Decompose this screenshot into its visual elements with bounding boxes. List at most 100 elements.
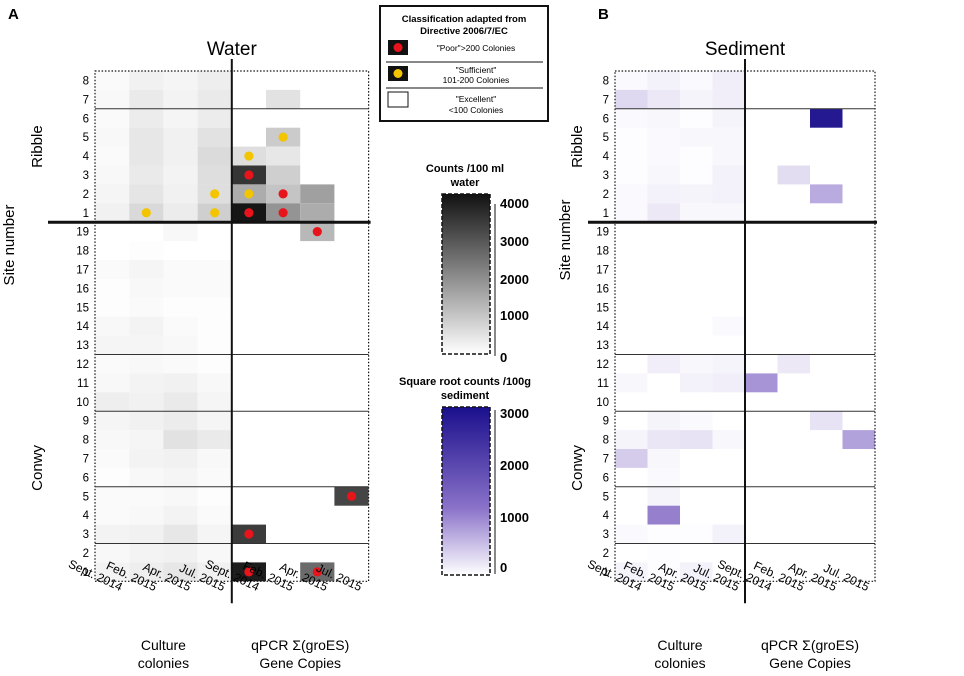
heatmap-cell (197, 71, 232, 90)
classification-marker-sufficient (141, 208, 151, 218)
heatmap-cell (615, 524, 648, 544)
heatmap-cell (680, 562, 713, 582)
site-tick-label: 18 (596, 246, 609, 258)
heatmap-cell (647, 354, 680, 374)
heatmap-cell (197, 278, 232, 298)
classification-marker-poor (346, 491, 357, 501)
heatmap-cell (95, 203, 130, 223)
site-tick-label: 5 (83, 132, 89, 144)
legend-excellent-label: "Excellent" (456, 94, 497, 104)
heatmap-cell (197, 543, 232, 563)
heatmap-cell (95, 430, 130, 449)
heatmap-cell (163, 449, 198, 468)
site-tick-label: 6 (83, 472, 89, 484)
heatmap-cell (615, 449, 648, 468)
heatmap-cell (129, 127, 164, 147)
heatmap-cell (129, 449, 164, 468)
heatmap-cell (129, 486, 164, 506)
heatmap-cell (810, 411, 843, 431)
legend-excellent-range: <100 Colonies (449, 105, 504, 115)
classification-marker-sufficient (244, 189, 254, 199)
heatmap-cell (163, 373, 198, 393)
heatmap-cell (197, 297, 232, 317)
heatmap-cell (266, 165, 301, 185)
heatmap-cell (680, 127, 713, 147)
site-tick-label: 6 (603, 113, 609, 125)
heatmap-cell (129, 354, 164, 374)
site-tick-label: 7 (83, 94, 89, 106)
heatmap-cell (163, 467, 198, 487)
heatmap-cell (95, 486, 130, 506)
site-tick-label: 8 (603, 435, 609, 447)
heatmap-cell (647, 203, 680, 223)
site-tick-label: 13 (76, 340, 89, 352)
heatmap-cell (163, 203, 198, 223)
heatmap-cell (680, 108, 713, 128)
heatmap-cell (615, 89, 648, 109)
site-tick-label: 5 (83, 491, 89, 503)
heatmap-cell (712, 146, 745, 166)
sediment-colorbar: Square root counts /100g sediment 3000 2… (399, 376, 531, 576)
heatmap-cell (129, 430, 164, 449)
y-axis-label: Site number (1, 205, 18, 286)
heatmap-cell (197, 354, 232, 374)
heatmap-cell (129, 165, 164, 185)
site-tick-label: 12 (76, 359, 89, 371)
heatmap-cell (163, 505, 198, 525)
legend-poor-label: "Poor">200 Colonies (437, 43, 516, 53)
heatmap-cell (712, 127, 745, 147)
heatmap-cell (197, 486, 232, 506)
site-tick-label: 7 (603, 453, 609, 465)
heatmap-cell (810, 184, 843, 204)
classification-marker-poor (244, 567, 254, 577)
heatmap-cell (647, 562, 680, 582)
heatmap-cell (95, 449, 130, 468)
heatmap-cell (615, 71, 648, 90)
heatmap-cell (129, 108, 164, 128)
heatmap-cell (680, 524, 713, 544)
site-tick-label: 11 (597, 378, 609, 390)
heatmap-cell (95, 146, 130, 166)
classification-marker-sufficient (244, 151, 254, 161)
culture-group-label: Culture (141, 637, 186, 653)
heatmap-cell (95, 316, 130, 336)
site-tick-label: 4 (603, 151, 610, 163)
heatmap-cell (680, 373, 713, 393)
legend-excellent-swatch (387, 91, 409, 108)
site-tick-label: 1 (83, 208, 89, 220)
heatmap-cell (163, 184, 198, 204)
heatmap-cell (163, 260, 198, 279)
site-tick-label: 19 (76, 227, 89, 239)
site-tick-label: 12 (596, 359, 609, 371)
classification-marker-poor (244, 170, 254, 180)
sediment-colorbar-subtitle: sediment (441, 390, 490, 402)
legend-title-line2: Directive 2006/7/EC (420, 26, 508, 37)
heatmap-cell (129, 335, 164, 355)
heatmap-cell (163, 354, 198, 374)
heatmap-cell (163, 430, 198, 449)
heatmap-cell (163, 562, 198, 582)
heatmap-cell (300, 203, 335, 223)
heatmap-cell (95, 354, 130, 374)
site-tick-label: 15 (596, 302, 609, 314)
water-colorbar-tick: 0 (500, 350, 507, 365)
site-tick-label: 2 (83, 548, 89, 560)
heatmap-cell (615, 430, 648, 449)
heatmap-cell (680, 146, 713, 166)
heatmap-cell (163, 297, 198, 317)
heatmap-cell (197, 411, 232, 431)
heatmap-cell (129, 411, 164, 431)
heatmap-cell (680, 203, 713, 223)
site-tick-label: 3 (603, 529, 609, 541)
site-tick-label: 8 (83, 435, 89, 447)
legend-sufficient-label: "Sufficient" (456, 65, 497, 75)
heatmap-cell (197, 127, 232, 147)
heatmap-cell (777, 354, 810, 374)
sediment-colorbar-tick: 0 (500, 560, 507, 575)
heatmap-cell (197, 392, 232, 412)
water-colorbar-tick: 3000 (500, 234, 529, 249)
heatmap-cell (95, 505, 130, 525)
heatmap-cell (129, 89, 164, 109)
site-tick-label: 4 (83, 151, 90, 163)
heatmap-cell (647, 89, 680, 109)
